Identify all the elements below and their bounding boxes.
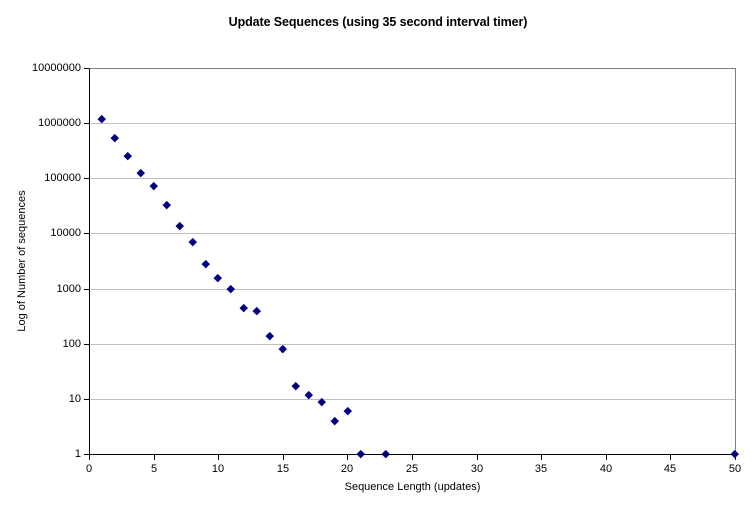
- y-axis-tick: [84, 289, 89, 290]
- x-axis-tick: [412, 455, 413, 460]
- x-axis-tick: [735, 455, 736, 460]
- y-axis-tick: [84, 344, 89, 345]
- y-axis-tick: [84, 68, 89, 69]
- y-tick-label: 10: [68, 393, 81, 405]
- data-point: [162, 200, 171, 209]
- y-gridline: [90, 344, 735, 345]
- x-tick-label: 0: [85, 463, 93, 475]
- x-axis-tick: [477, 455, 478, 460]
- y-tick-label: 10000: [50, 227, 81, 239]
- y-axis-tick: [84, 123, 89, 124]
- y-tick-label: 10000000: [32, 62, 81, 74]
- y-tick-label: 100: [62, 338, 81, 350]
- data-point: [356, 450, 365, 458]
- data-point: [188, 238, 197, 246]
- x-tick-label: 45: [663, 463, 677, 475]
- x-tick-label: 35: [534, 463, 548, 475]
- data-point: [343, 407, 352, 415]
- x-tick-label: 50: [728, 463, 742, 475]
- y-gridline: [90, 289, 735, 290]
- x-axis-tick: [283, 455, 284, 460]
- data-point: [317, 397, 326, 406]
- data-point: [214, 274, 223, 282]
- data-point: [382, 450, 391, 458]
- data-point: [265, 331, 274, 340]
- data-point: [304, 390, 313, 399]
- data-point: [123, 151, 132, 160]
- y-axis-tick: [84, 233, 89, 234]
- x-tick-label: 10: [211, 463, 225, 475]
- data-point: [240, 303, 248, 312]
- data-point: [98, 114, 106, 123]
- y-gridline: [90, 233, 735, 234]
- x-axis-tick: [218, 455, 219, 460]
- data-point: [731, 450, 739, 458]
- data-point: [110, 133, 119, 142]
- x-axis-tick: [606, 455, 607, 460]
- y-gridline: [90, 123, 735, 124]
- data-point: [227, 284, 235, 293]
- data-point: [253, 306, 261, 315]
- y-axis-tick: [84, 399, 89, 400]
- x-tick-label: 30: [470, 463, 484, 475]
- data-point: [175, 221, 184, 230]
- x-axis-title: Sequence Length (updates): [344, 481, 481, 493]
- x-tick-label: 5: [150, 463, 158, 475]
- x-axis-tick: [347, 455, 348, 460]
- y-tick-label: 1: [74, 448, 81, 460]
- x-tick-label: 20: [340, 463, 354, 475]
- data-point: [330, 416, 339, 425]
- y-tick-label: 100000: [44, 172, 81, 184]
- y-axis-tick: [84, 178, 89, 179]
- plot-area: [89, 68, 736, 455]
- data-point: [201, 260, 210, 268]
- y-gridline: [90, 399, 735, 400]
- x-axis-tick: [89, 455, 90, 460]
- data-point: [291, 382, 300, 391]
- x-axis-tick: [154, 455, 155, 460]
- chart-title: Update Sequences (using 35 second interv…: [228, 15, 528, 29]
- y-axis-tick: [84, 454, 89, 455]
- y-tick-label: 1000000: [38, 117, 81, 129]
- data-point: [136, 169, 145, 177]
- y-tick-label: 1000: [56, 283, 81, 295]
- x-tick-label: 15: [276, 463, 290, 475]
- y-axis-title: Log of Number of sequences: [16, 190, 28, 332]
- x-tick-label: 25: [405, 463, 419, 475]
- data-point: [149, 182, 158, 191]
- x-tick-label: 40: [599, 463, 613, 475]
- data-point: [278, 344, 287, 353]
- x-axis-tick: [541, 455, 542, 460]
- y-gridline: [90, 178, 735, 179]
- x-axis-tick: [670, 455, 671, 460]
